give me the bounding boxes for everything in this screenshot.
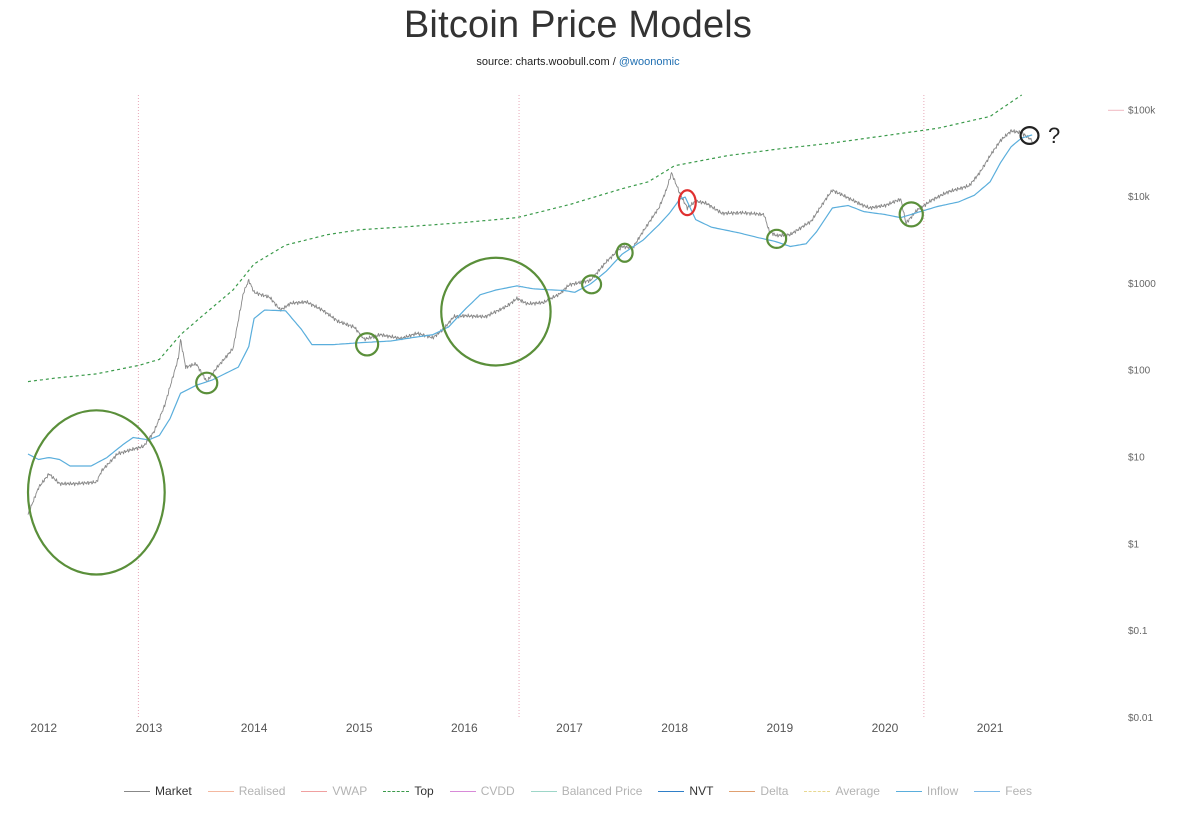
legend-label: VWAP (332, 784, 368, 798)
legend-swatch (895, 790, 922, 792)
y-tick-label: $100k (1128, 105, 1156, 116)
legend-label: NVT (689, 784, 714, 798)
legend-swatch (383, 790, 410, 792)
annotation-question-mark: ? (1048, 123, 1060, 148)
legend-item-average[interactable]: Average (804, 784, 880, 798)
legend-swatch (974, 790, 1001, 792)
legend-label: CVDD (480, 784, 515, 798)
chart-title: Bitcoin Price Models (403, 4, 753, 46)
legend-item-vwap[interactable]: VWAP (301, 784, 367, 798)
y-tick-label: $10k (1128, 192, 1151, 203)
series-inflow-line (27, 134, 1033, 467)
annotation-circle (766, 228, 788, 249)
legend-label: Market (155, 784, 192, 798)
y-axis-ticks: $100k $10k $1000 $100 $10 $1 $0.1 $0.01 (1108, 105, 1156, 724)
x-tick-label: 2014 (241, 721, 268, 735)
legend-swatch (449, 790, 476, 792)
legend-swatch (207, 790, 234, 792)
x-tick-label: 2016 (451, 721, 478, 735)
x-tick-label: 2018 (661, 721, 688, 735)
y-tick-label: $1 (1128, 539, 1140, 550)
legend-item-top[interactable]: Top (383, 784, 434, 798)
x-tick-label: 2020 (872, 721, 899, 735)
legend-item-fees[interactable]: Fees (974, 784, 1032, 798)
x-tick-label: 2019 (766, 721, 793, 735)
legend-item-cvdd[interactable]: CVDD (449, 784, 515, 798)
legend-swatch (804, 790, 831, 792)
legend-swatch (658, 790, 685, 792)
annotation-circle (615, 242, 634, 263)
legend-label: Average (835, 784, 880, 798)
annotation-circle (354, 332, 380, 357)
legend-label: Top (414, 784, 434, 798)
y-tick-label: $10 (1128, 453, 1145, 464)
legend-swatch (124, 790, 151, 792)
twitter-handle-link[interactable]: @woonomic (618, 56, 680, 68)
annotation-circle (677, 189, 697, 217)
annotation-circle (1019, 126, 1040, 146)
x-tick-label: 2013 (136, 721, 163, 735)
legend-swatch (301, 790, 328, 792)
y-tick-label: $0.1 (1128, 626, 1148, 637)
x-tick-label: 2017 (556, 721, 583, 735)
subtitle-source: source: charts.woobull.com / (476, 56, 619, 68)
annotations: ? (26, 123, 1060, 576)
legend-item-market[interactable]: Market (124, 784, 192, 798)
series-lines (27, 94, 1033, 515)
x-tick-label: 2015 (346, 721, 373, 735)
legend-item-delta[interactable]: Delta (729, 784, 788, 798)
x-tick-label: 2012 (30, 721, 57, 735)
annotation-circle (195, 371, 219, 395)
y-tick-label: $100 (1128, 366, 1151, 377)
legend-label: Inflow (926, 784, 959, 798)
y-tick-label: $1000 (1128, 279, 1156, 290)
series-top-line (27, 94, 1023, 383)
legend-label: Fees (1005, 784, 1032, 798)
legend-label: Realised (238, 784, 286, 798)
legend-item-nvt[interactable]: NVT (658, 784, 713, 798)
legend-item-inflow[interactable]: Inflow (895, 784, 959, 798)
annotation-circle (581, 274, 603, 295)
annotation-circle (440, 256, 552, 367)
legend-label: Delta (760, 784, 789, 798)
legend-swatch (530, 790, 557, 792)
annotation-circle (26, 409, 166, 576)
annotation-circle (898, 201, 924, 228)
x-axis-ticks: 2012 2013 2014 2015 2016 2017 2018 2019 2020 2021 (30, 721, 1003, 735)
legend-label: Balanced Price (561, 784, 643, 798)
legend-swatch (729, 790, 756, 792)
legend-item-realised[interactable]: Realised (207, 784, 286, 798)
chart-legend: Market Realised VWAP Top CVDD Balanced Price N… (0, 784, 1156, 798)
chart-subtitle: source: charts.woobull.com / @woonomic (0, 56, 1156, 68)
halving-lines (137, 95, 925, 718)
series-market-line (27, 129, 1033, 515)
x-tick-label: 2021 (977, 721, 1004, 735)
y-tick-label: $0.01 (1128, 713, 1153, 724)
legend-item-balanced-price[interactable]: Balanced Price (530, 784, 643, 798)
